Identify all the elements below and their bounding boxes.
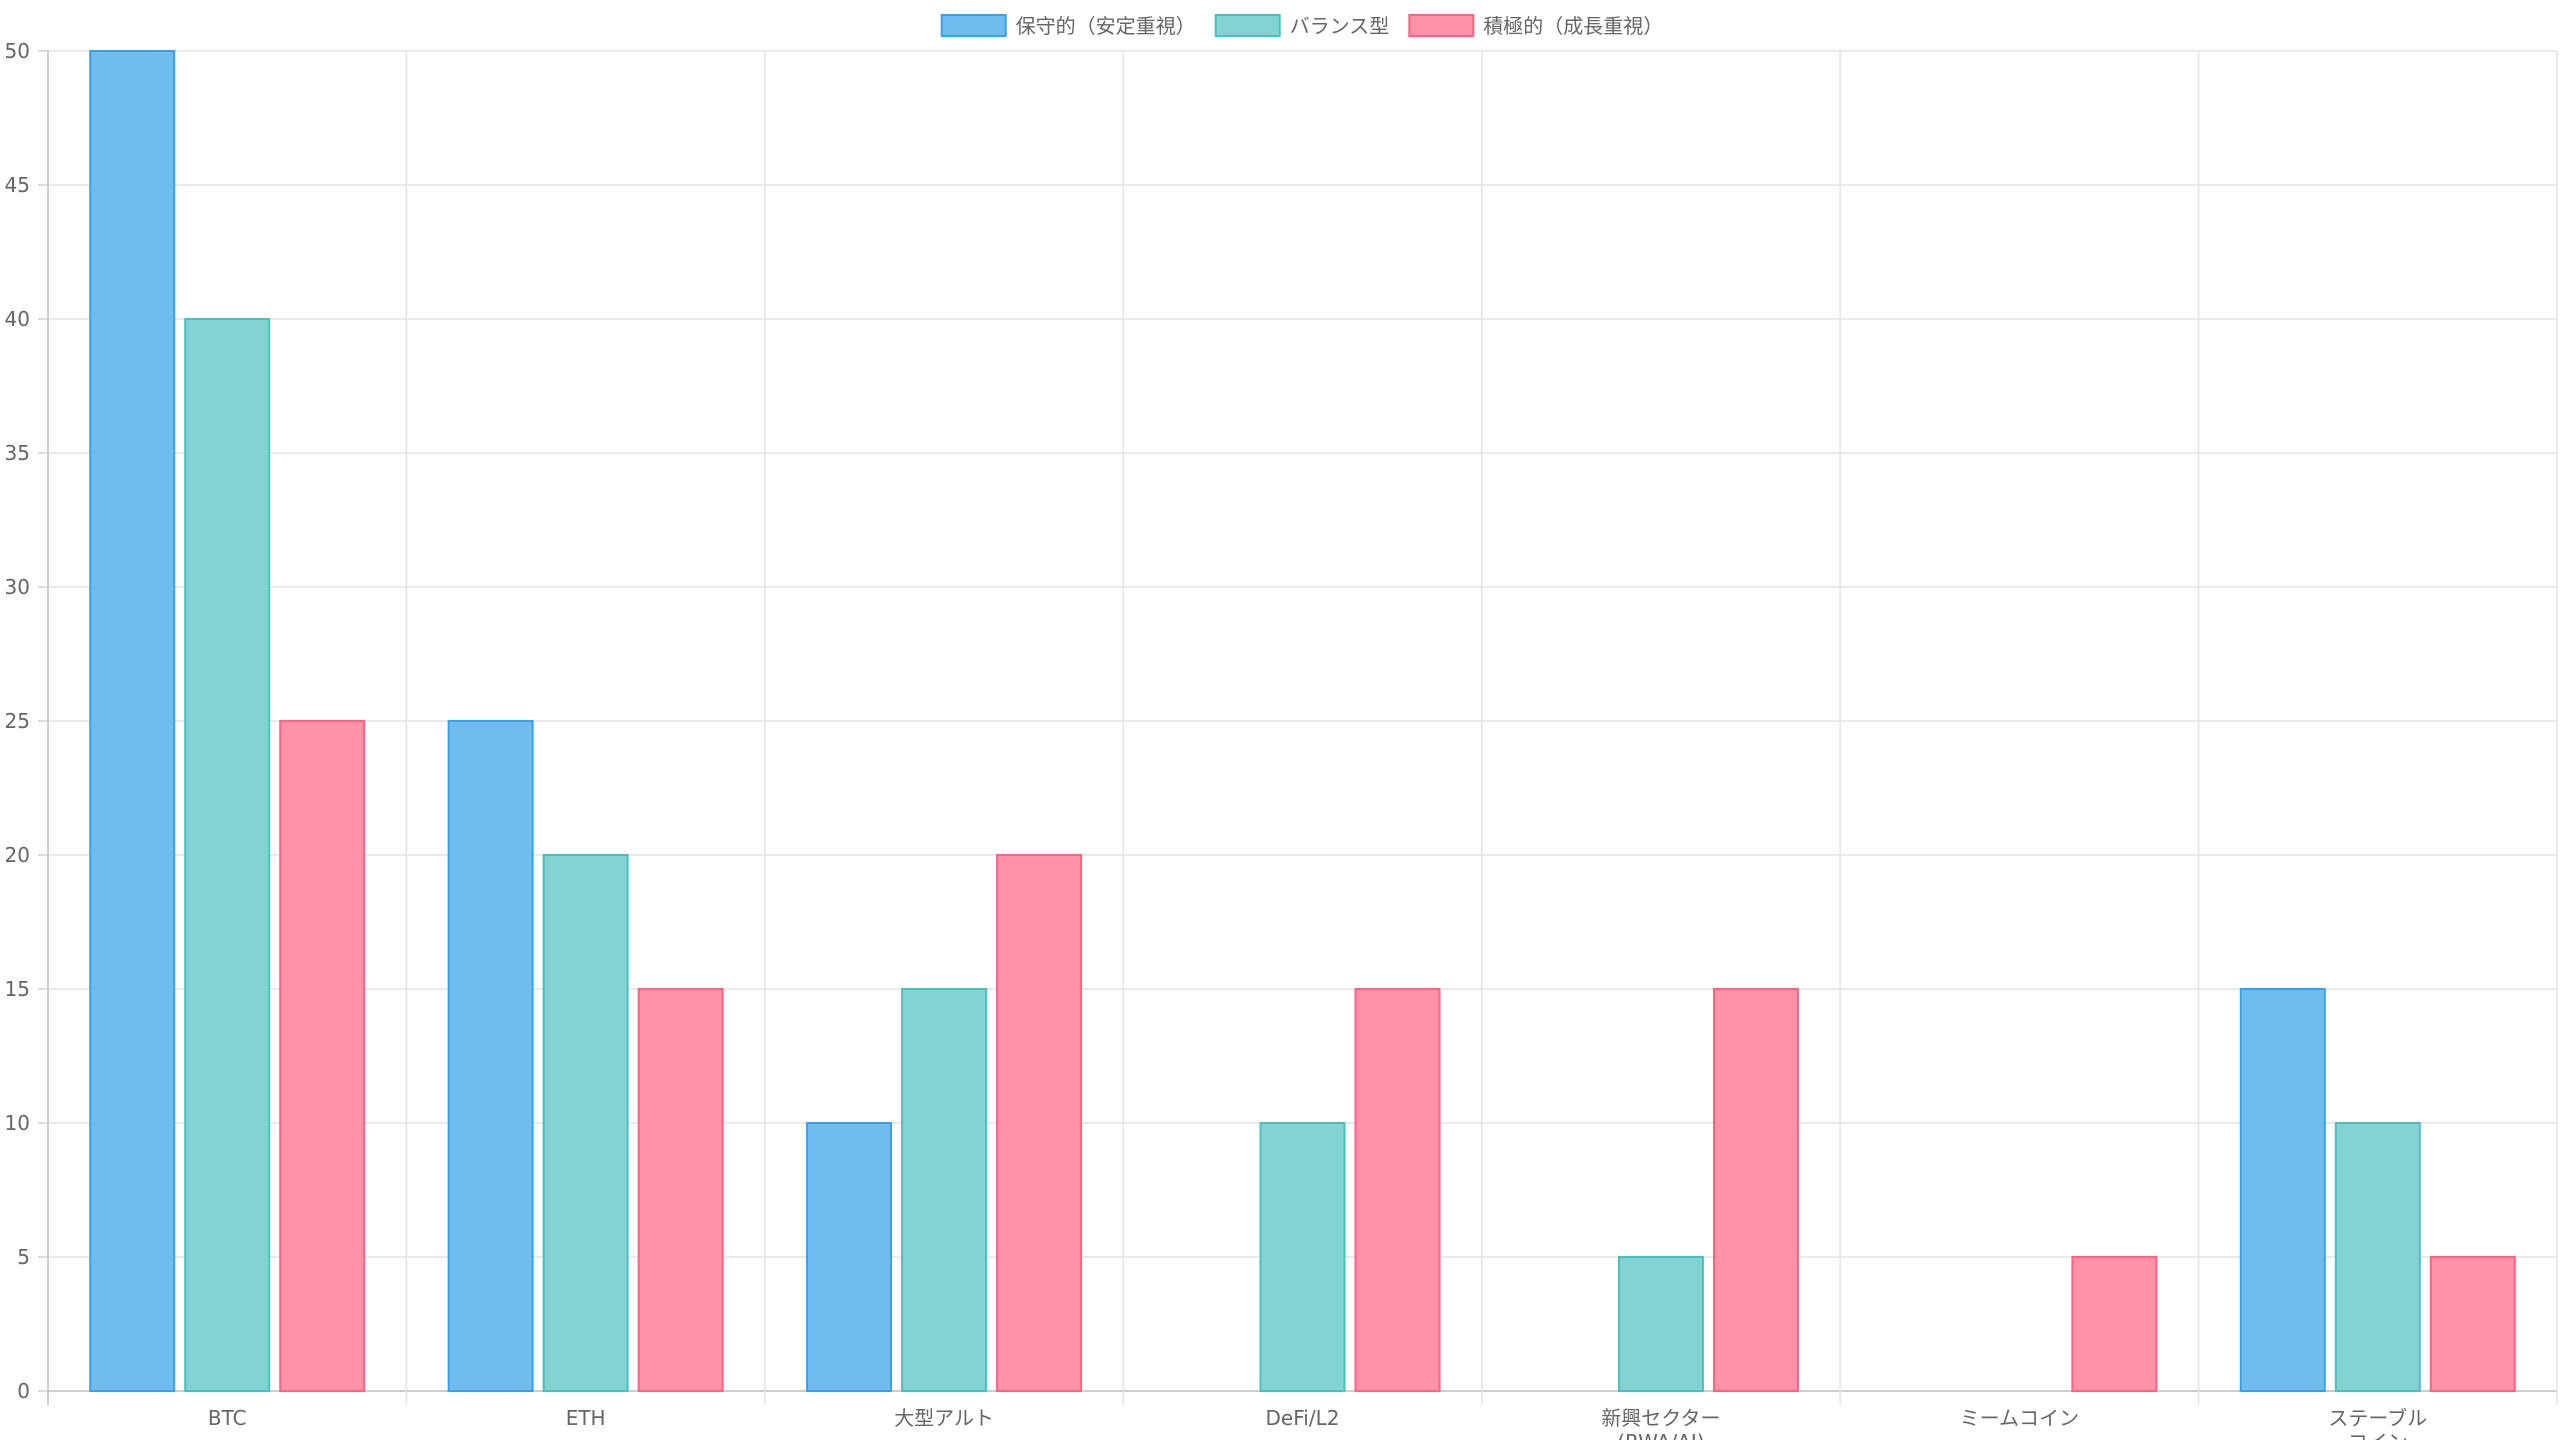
bar-conservative-2[interactable]: [806, 1122, 893, 1392]
x-tick-label: ステーブルコイン: [2328, 1406, 2427, 1440]
bar-aggressive-2[interactable]: [996, 854, 1083, 1392]
legend-swatch-balanced: [1214, 14, 1281, 37]
y-tick-label: 0: [17, 1379, 30, 1403]
bar-aggressive-0[interactable]: [279, 720, 366, 1392]
bar-balanced-3[interactable]: [1259, 1122, 1346, 1392]
legend-swatch-aggressive: [1408, 14, 1475, 37]
legend-item-aggressive[interactable]: 積極的（成長重視）: [1408, 14, 1663, 38]
y-tick-label: 20: [5, 843, 30, 867]
legend-label-balanced: バランス型: [1290, 14, 1390, 38]
bar-balanced-4[interactable]: [1617, 1256, 1704, 1392]
bars-layer: [89, 50, 2516, 1392]
bar-conservative-1[interactable]: [447, 720, 534, 1392]
bar-conservative-0[interactable]: [89, 50, 176, 1392]
y-tick-label: 5: [17, 1245, 30, 1269]
legend-item-conservative[interactable]: 保守的（安定重視）: [940, 14, 1196, 38]
x-tick-label: ETH: [566, 1406, 606, 1430]
y-tick-label: 30: [5, 575, 30, 599]
x-tick-label: 新興セクター(RWA/AI): [1601, 1406, 1720, 1440]
legend-item-balanced[interactable]: バランス型: [1214, 14, 1390, 38]
bar-balanced-0[interactable]: [184, 318, 271, 1392]
legend-swatch-conservative: [940, 14, 1007, 37]
legend[interactable]: 保守的（安定重視） バランス型 積極的（成長重視）: [940, 14, 1664, 38]
bar-aggressive-5[interactable]: [2071, 1256, 2158, 1392]
bar-balanced-1[interactable]: [542, 854, 629, 1392]
y-tick-label: 45: [5, 173, 30, 197]
y-tick-label: 15: [5, 977, 30, 1001]
bar-aggressive-6[interactable]: [2429, 1256, 2516, 1392]
y-tick-label: 10: [5, 1111, 30, 1135]
x-tick-label: ミームコイン: [1960, 1406, 2079, 1430]
bar-aggressive-1[interactable]: [637, 988, 724, 1392]
x-tick-label: DeFi/L2: [1266, 1406, 1340, 1430]
bar-aggressive-4[interactable]: [1712, 988, 1799, 1392]
axes-layer: 0 5 10 15 20 25 30 35 40 45 50 BTC ETH 大型アルト DeFi/L2 新興…: [5, 39, 2428, 1444]
legend-label-aggressive: 積極的（成長重視）: [1483, 14, 1663, 38]
y-tick-label: 35: [5, 441, 30, 465]
bar-aggressive-3[interactable]: [1354, 988, 1441, 1392]
bar-conservative-6[interactable]: [2239, 988, 2326, 1392]
legend-label-conservative: 保守的（安定重視）: [1016, 14, 1196, 38]
x-tick-label: 大型アルト: [894, 1406, 994, 1430]
bar-balanced-2[interactable]: [901, 988, 988, 1392]
y-tick-label: 50: [5, 39, 30, 63]
x-tick-label: BTC: [208, 1406, 247, 1430]
bar-balanced-6[interactable]: [2334, 1122, 2421, 1392]
y-tick-label: 40: [5, 307, 30, 331]
y-tick-label: 25: [5, 709, 30, 733]
